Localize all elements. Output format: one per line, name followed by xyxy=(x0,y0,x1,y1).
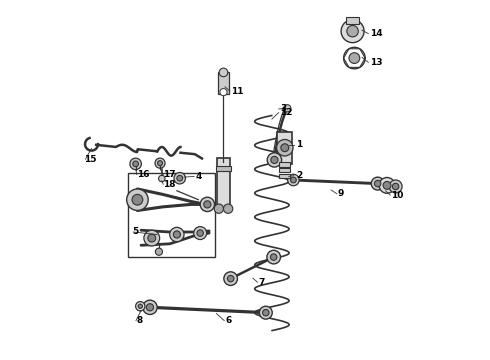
Text: 14: 14 xyxy=(370,29,382,38)
Circle shape xyxy=(130,158,141,170)
Circle shape xyxy=(132,194,143,205)
Circle shape xyxy=(270,254,277,260)
Text: 6: 6 xyxy=(225,316,232,325)
Bar xyxy=(279,168,290,172)
Circle shape xyxy=(197,230,203,236)
Text: 11: 11 xyxy=(231,86,244,95)
Circle shape xyxy=(343,47,365,69)
Circle shape xyxy=(204,201,211,208)
Circle shape xyxy=(276,139,293,156)
Bar xyxy=(279,162,290,167)
Circle shape xyxy=(288,174,299,186)
Text: 1: 1 xyxy=(296,140,302,149)
Circle shape xyxy=(157,161,163,166)
Circle shape xyxy=(147,304,153,311)
Circle shape xyxy=(371,177,384,190)
Circle shape xyxy=(374,180,381,187)
Circle shape xyxy=(347,26,358,37)
Circle shape xyxy=(148,234,156,242)
Bar xyxy=(279,174,290,178)
Text: 4: 4 xyxy=(196,172,202,181)
Circle shape xyxy=(341,20,364,42)
Circle shape xyxy=(291,177,296,183)
Bar xyxy=(128,173,215,257)
Circle shape xyxy=(173,231,180,238)
Text: 16: 16 xyxy=(137,170,150,179)
Text: 10: 10 xyxy=(392,190,404,199)
Circle shape xyxy=(138,304,143,309)
Circle shape xyxy=(170,227,184,242)
Circle shape xyxy=(379,177,395,193)
Text: 7: 7 xyxy=(259,278,265,287)
Bar xyxy=(218,72,229,94)
Circle shape xyxy=(349,53,360,63)
Circle shape xyxy=(214,204,223,213)
Text: 5: 5 xyxy=(132,228,138,237)
Bar xyxy=(217,158,230,209)
Circle shape xyxy=(133,161,139,167)
Circle shape xyxy=(284,105,291,112)
Bar xyxy=(216,166,231,171)
Text: 9: 9 xyxy=(338,189,344,198)
Circle shape xyxy=(259,306,272,319)
Circle shape xyxy=(126,189,148,211)
Circle shape xyxy=(159,175,165,182)
Circle shape xyxy=(267,250,280,264)
Text: 17: 17 xyxy=(163,170,176,179)
Circle shape xyxy=(194,226,207,239)
Circle shape xyxy=(177,175,183,181)
Circle shape xyxy=(174,172,186,184)
Circle shape xyxy=(200,197,215,212)
Circle shape xyxy=(155,158,165,168)
Text: 18: 18 xyxy=(163,180,176,189)
Text: 2: 2 xyxy=(296,171,302,180)
Circle shape xyxy=(383,181,391,189)
Bar xyxy=(277,132,293,164)
Circle shape xyxy=(224,272,238,285)
Text: 13: 13 xyxy=(370,58,382,67)
Text: 8: 8 xyxy=(137,316,143,325)
Circle shape xyxy=(263,310,269,316)
Circle shape xyxy=(219,68,228,77)
Circle shape xyxy=(155,248,163,255)
Circle shape xyxy=(136,302,145,311)
Circle shape xyxy=(227,275,234,282)
Text: 15: 15 xyxy=(84,155,97,164)
Circle shape xyxy=(392,183,399,190)
Circle shape xyxy=(143,300,157,315)
Circle shape xyxy=(223,204,233,213)
Circle shape xyxy=(144,230,160,246)
Circle shape xyxy=(271,156,278,163)
Circle shape xyxy=(281,144,289,152)
Circle shape xyxy=(220,89,227,96)
Text: 3: 3 xyxy=(280,104,286,113)
Circle shape xyxy=(267,153,282,167)
Circle shape xyxy=(389,180,402,193)
Text: 12: 12 xyxy=(280,108,293,117)
Bar xyxy=(346,17,359,24)
